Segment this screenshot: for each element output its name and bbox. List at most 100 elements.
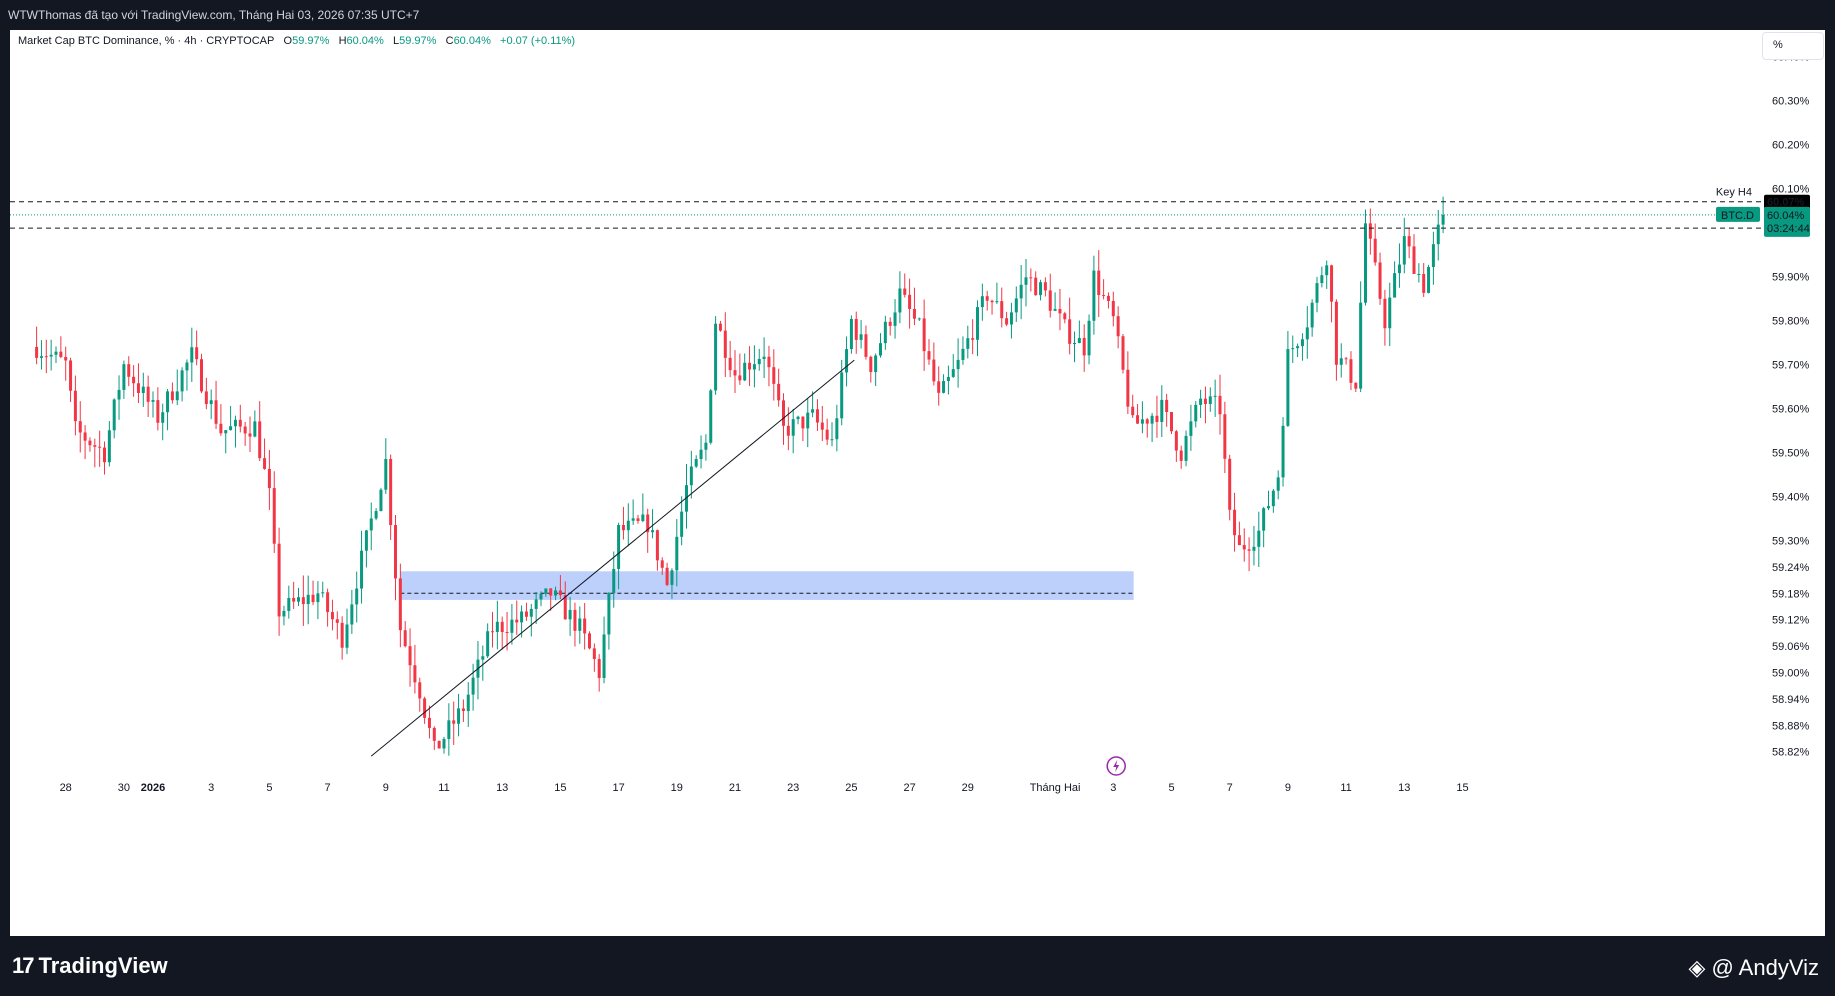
candle-body <box>427 717 431 728</box>
candle-body <box>1063 313 1067 320</box>
candle-body <box>820 422 824 430</box>
candle-body <box>243 426 247 434</box>
candle-body <box>845 349 849 373</box>
candle-body <box>471 677 475 695</box>
candle-body <box>209 400 213 405</box>
candle-body <box>510 619 514 633</box>
candle-body <box>1102 295 1106 297</box>
x-tick-label: 9 <box>383 782 389 794</box>
candle-body <box>733 370 737 376</box>
candle-body <box>1257 530 1261 547</box>
candle-body <box>39 356 43 358</box>
candle-body <box>350 604 354 625</box>
candle-body <box>597 659 601 678</box>
candle-body <box>1427 267 1431 293</box>
candle-body <box>961 348 965 360</box>
candle-body <box>297 597 300 602</box>
candle-body <box>156 400 160 423</box>
candle-body <box>937 381 941 393</box>
candle-body <box>423 698 427 718</box>
candle-body <box>971 338 975 340</box>
candle-body <box>728 357 732 371</box>
candle-body <box>442 738 446 749</box>
candle-body <box>786 425 790 436</box>
candle-body <box>922 318 926 352</box>
candle-body <box>689 466 693 486</box>
candle-body <box>1136 415 1140 424</box>
candle-body <box>122 364 126 390</box>
candle-body <box>1436 224 1440 245</box>
candle-body <box>1315 283 1319 303</box>
x-tick-label: 3 <box>1110 782 1116 794</box>
candle-body <box>1344 358 1348 360</box>
candle-body <box>1233 509 1237 536</box>
candle-body <box>883 321 887 344</box>
candle-body <box>1208 396 1212 404</box>
current-price-tag-bg <box>1764 206 1810 237</box>
candle-body <box>1213 395 1217 397</box>
y-tick-label: 59.06% <box>1772 641 1810 653</box>
candle-body <box>1034 277 1038 296</box>
candle-body <box>859 334 863 340</box>
candle-body <box>175 391 179 401</box>
candle-body <box>583 618 587 634</box>
candle-body <box>73 390 77 422</box>
top-bar: WTWThomas đã tạo với TradingView.com, Th… <box>0 0 1835 30</box>
candle-body <box>849 318 853 350</box>
x-tick-label: 25 <box>845 782 857 794</box>
candle-body <box>1199 398 1203 405</box>
level-upper-tag: 60.07% <box>1767 197 1805 209</box>
candle-body <box>345 624 349 648</box>
candle-body <box>398 578 402 631</box>
candle-body <box>1441 214 1445 225</box>
candle-body <box>709 390 713 443</box>
candle-body <box>88 440 92 446</box>
x-tick-label: 13 <box>496 782 508 794</box>
candle-body <box>1005 318 1009 325</box>
chart-panel[interactable] <box>10 30 1825 936</box>
candle-body <box>718 323 722 331</box>
candle-body <box>854 318 858 340</box>
candle-body <box>1155 415 1159 422</box>
candle-body <box>757 358 761 365</box>
candle-body <box>117 389 121 400</box>
candle-body <box>238 419 242 427</box>
candle-body <box>908 294 912 309</box>
candle-body <box>990 300 994 303</box>
candle-body <box>951 369 955 377</box>
candle-body <box>1165 399 1169 412</box>
candle-body <box>447 720 451 739</box>
candle-body <box>1330 265 1334 302</box>
candle-body <box>680 511 684 537</box>
candle-body <box>1082 337 1086 356</box>
symbol-legend[interactable]: Market Cap BTC Dominance, % · 4h · CRYPT… <box>18 35 575 47</box>
candle-body <box>78 421 82 433</box>
candle-body <box>1121 336 1125 370</box>
candle-body <box>1150 415 1154 424</box>
candle-body <box>1325 265 1329 276</box>
candle-body <box>558 590 562 596</box>
candle-body <box>1281 425 1285 478</box>
candle-body <box>1291 348 1295 350</box>
candle-body <box>190 347 194 363</box>
candle-body <box>258 421 262 459</box>
candle-body <box>1300 339 1304 347</box>
support-zone <box>400 571 1134 600</box>
candle-body <box>1237 535 1241 546</box>
x-tick-label: 15 <box>554 782 566 794</box>
candle-body <box>214 400 218 424</box>
candle-body <box>1223 414 1227 459</box>
x-tick-label: 29 <box>962 782 974 794</box>
candle-body <box>675 536 679 571</box>
candle-body <box>500 621 504 633</box>
unit-selector[interactable]: % <box>1762 32 1824 60</box>
y-tick-label: 59.90% <box>1772 272 1810 284</box>
candle-body <box>1043 282 1047 291</box>
candle-body <box>563 595 567 620</box>
candle-body <box>995 301 999 303</box>
candle-body <box>1334 301 1338 365</box>
candle-body <box>1228 458 1232 510</box>
candle-body <box>1140 419 1144 424</box>
candle-body <box>170 391 174 401</box>
